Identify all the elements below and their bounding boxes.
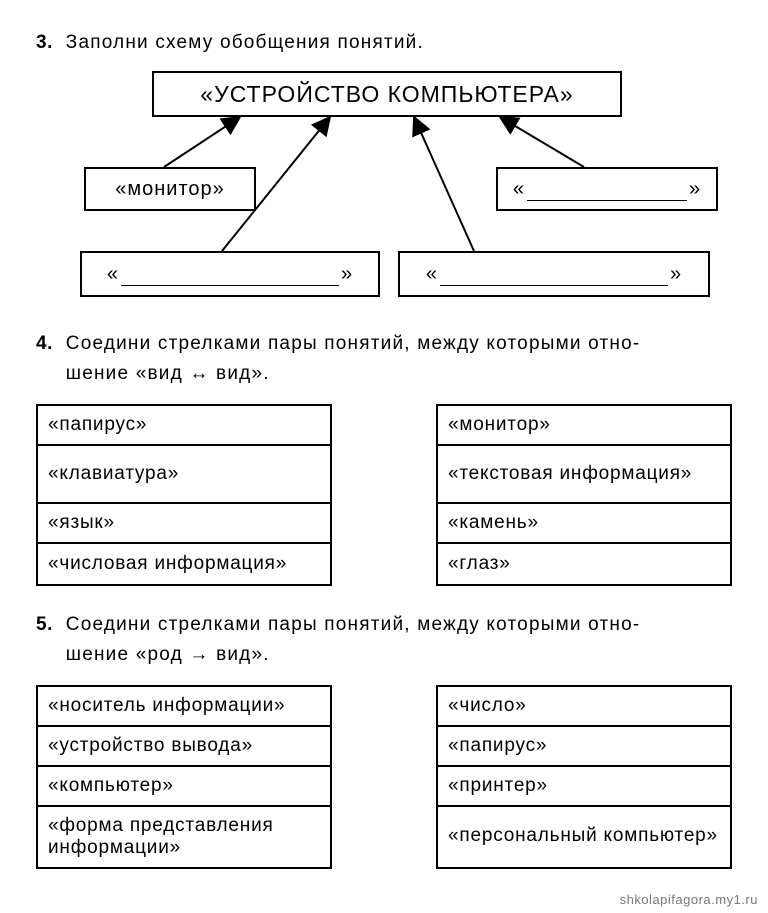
table-row: «компьютер» <box>38 767 330 807</box>
table-row: «монитор» <box>438 406 730 446</box>
diagram-box-monitor: «монитор» <box>84 167 256 211</box>
diagram-box-blank-2: «» <box>496 167 718 211</box>
table-row: «персональный компьютер» <box>438 807 730 865</box>
table-row: «папирус» <box>38 406 330 446</box>
table-row: «клавиатура» <box>38 446 330 504</box>
task5-right-table: «число»«папирус»«принтер»«персональный к… <box>436 685 732 869</box>
table-row: «числовая информация» <box>38 544 330 584</box>
task5-text1: Соедини стрелками пары понятий, между ко… <box>66 614 641 635</box>
task5-left-table: «носитель информации»«устройство вывода»… <box>36 685 332 869</box>
task5-text2: шение «род → вид». <box>66 644 270 665</box>
blank-line <box>527 200 687 201</box>
task5-prompt: 5. Соедини стрелками пары понятий, между… <box>36 610 732 669</box>
table-row: «форма представления информации» <box>38 807 330 867</box>
table-row: «принтер» <box>438 767 730 807</box>
task4-prompt: 4. Соедини стрелками пары понятий, между… <box>36 329 732 388</box>
task3-text: Заполни схему обобщения понятий. <box>66 32 424 53</box>
task3-prompt: 3. Заполни схему обобщения понятий. <box>36 28 732 57</box>
task4-text1: Соедини стрелками пары понятий, между ко… <box>66 333 641 354</box>
table-row: «носитель информации» <box>38 687 330 727</box>
diagram-box-blank-4: «» <box>398 251 710 297</box>
diagram-box-blank-3: «» <box>80 251 380 297</box>
blank-line <box>121 285 339 286</box>
watermark: shkolapifagora.my1.ru <box>620 892 758 907</box>
table-row: «язык» <box>38 504 330 544</box>
task4-num: 4. <box>36 329 60 358</box>
task3-diagram: «УСТРОЙСТВО КОМПЬЮТЕРА» «монитор» «» «» … <box>44 71 724 311</box>
task3-num: 3. <box>36 28 60 57</box>
table-row: «устройство вывода» <box>38 727 330 767</box>
table-row: «текстовая информация» <box>438 446 730 504</box>
task5-num: 5. <box>36 610 60 639</box>
diagram-top-box: «УСТРОЙСТВО КОМПЬЮТЕРА» <box>152 71 622 117</box>
task5-tables: «носитель информации»«устройство вывода»… <box>36 685 732 869</box>
table-row: «глаз» <box>438 544 730 584</box>
task4-tables: «папирус»«клавиатура»«язык»«числовая инф… <box>36 404 732 586</box>
task4-left-table: «папирус»«клавиатура»«язык»«числовая инф… <box>36 404 332 586</box>
blank-line <box>440 285 668 286</box>
table-row: «папирус» <box>438 727 730 767</box>
task4-right-table: «монитор»«текстовая информация»«камень»«… <box>436 404 732 586</box>
task4-text2: шение «вид ↔ вид». <box>66 363 270 384</box>
table-row: «камень» <box>438 504 730 544</box>
table-row: «число» <box>438 687 730 727</box>
